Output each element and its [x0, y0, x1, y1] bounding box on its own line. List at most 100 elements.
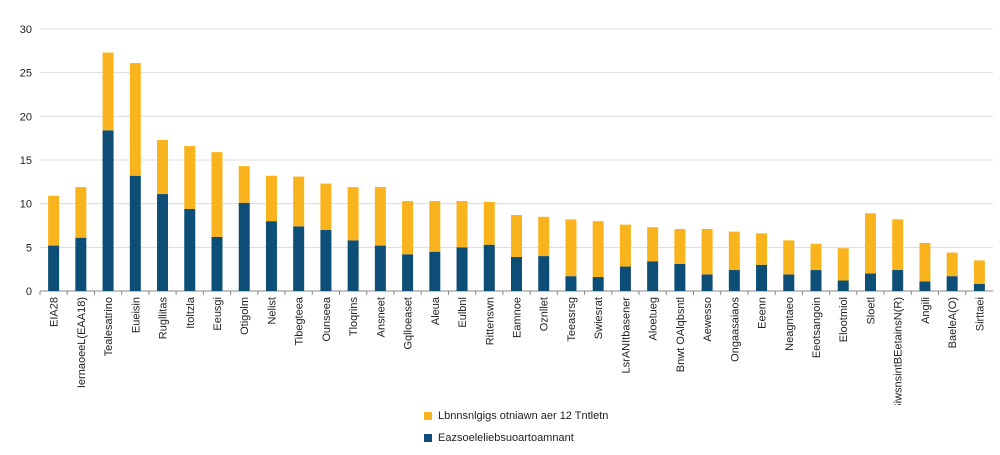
- bar-segment-blue: [483, 244, 495, 291]
- x-category-label: Otigolm: [239, 297, 251, 335]
- y-tick-label: 0: [26, 286, 32, 298]
- bar-segment-yellow: [157, 139, 169, 195]
- bar-segment-yellow: [265, 175, 277, 222]
- bar-segment-yellow: [728, 231, 740, 271]
- bar-segment-blue: [347, 240, 359, 291]
- x-category-label: Ansneet: [375, 297, 387, 337]
- x-category-label: Rittenswn: [484, 297, 496, 345]
- stacked-bar-chart: 0 5 10 15 20 25 30 EIA28 IernaoeeL(EAA18) Tealesa…: [20, 24, 993, 405]
- bar-segment-yellow: [783, 240, 795, 275]
- bar-segment-yellow: [810, 243, 822, 271]
- bar-segment-yellow: [511, 215, 522, 257]
- bar-segment-blue: [211, 236, 223, 291]
- bar-segment-blue: [647, 261, 659, 291]
- x-category-label: Oznllet: [539, 297, 551, 331]
- bar-segment-blue: [402, 254, 414, 291]
- bar-segment-yellow: [647, 227, 659, 262]
- bar-segment-yellow: [864, 213, 876, 274]
- legend-swatch-yellow: [424, 412, 432, 420]
- bar-segment-yellow: [129, 63, 141, 176]
- bar-segment-blue: [674, 263, 686, 291]
- x-category-label: Bnwt OAlqbsntl: [675, 297, 687, 372]
- bar-segment-blue: [157, 194, 169, 291]
- bar-segment-blue: [783, 274, 795, 291]
- bar-segment-yellow: [402, 201, 414, 255]
- x-category-label: Teeasrsg: [566, 297, 578, 342]
- x-category-label: Eueisin: [130, 297, 142, 333]
- x-category-label: Eeusgi: [212, 297, 224, 331]
- bar-segment-blue: [102, 130, 114, 291]
- x-category-label: EIA28: [49, 297, 61, 327]
- bar-segment-blue: [511, 256, 522, 291]
- bar-segment-blue: [538, 256, 550, 291]
- bar-segment-blue: [184, 208, 196, 291]
- x-category-label: Tibegteea: [294, 296, 306, 345]
- x-category-label: Gqlloeaset: [403, 297, 415, 350]
- bar-segment-blue: [129, 175, 141, 291]
- bar-segment-blue: [265, 221, 277, 291]
- bar-segment-blue: [892, 270, 904, 291]
- x-category-label: BaeleA(O): [947, 297, 959, 348]
- x-category-label: Rugllitas: [158, 297, 170, 340]
- x-category-label: Eeenn: [757, 297, 769, 329]
- bar-segment-yellow: [429, 201, 441, 252]
- bar-segment-blue: [592, 277, 604, 291]
- bar-segment-blue: [837, 280, 849, 291]
- bar-segment-blue: [374, 245, 386, 291]
- bar-segment-blue: [728, 270, 740, 291]
- bar-segment-yellow: [619, 224, 631, 267]
- legend-item-blue: Eazsoeleliebsuoartoamnant: [424, 428, 608, 448]
- x-category-label: Ounseea: [321, 296, 333, 342]
- bar-segment-blue: [701, 274, 713, 291]
- bar-segment-yellow: [919, 242, 931, 282]
- bar-segment-yellow: [102, 52, 114, 131]
- bar-segment-yellow: [892, 219, 904, 271]
- bar-segment-yellow: [837, 248, 849, 281]
- bar-segment-yellow: [565, 219, 577, 277]
- bar-segment-blue: [293, 226, 305, 291]
- bar-segment-blue: [810, 270, 822, 291]
- y-tick-label: 15: [20, 155, 32, 167]
- legend-swatch-blue: [424, 434, 432, 442]
- x-category-label: Tealesatrino: [103, 297, 115, 356]
- bar-segment-blue: [238, 202, 250, 291]
- bar-segment-blue: [75, 237, 87, 291]
- bar-segment-blue: [864, 273, 876, 291]
- x-category-label: Tloqrins: [348, 297, 360, 337]
- bar-segment-yellow: [374, 187, 386, 246]
- bar-segment-blue: [320, 229, 332, 291]
- y-tick-label: 10: [20, 199, 32, 211]
- x-category-label: Swiesrat: [593, 297, 605, 339]
- bar-segment-yellow: [456, 201, 468, 248]
- bar-segment-blue: [429, 251, 441, 291]
- bar-segment-blue: [619, 266, 631, 291]
- x-category-label: IernaoeeL(EAA18): [76, 297, 88, 388]
- bar-segment-yellow: [973, 260, 985, 285]
- y-tick-label: 5: [26, 242, 32, 254]
- x-category-label: Angili: [920, 297, 932, 324]
- bar-segment-yellow: [756, 233, 768, 265]
- y-tick-label: 30: [20, 24, 32, 36]
- x-category-label: Aloetueg: [648, 297, 660, 340]
- x-category-label: Aewesso: [702, 297, 714, 342]
- bar-segment-blue: [919, 281, 931, 291]
- x-category-label: Eamnoe: [512, 297, 524, 338]
- bar-segment-yellow: [347, 187, 359, 241]
- bar-segment-blue: [48, 245, 60, 291]
- x-category-label: Ongaasaiaos: [729, 297, 741, 362]
- bar-segment-yellow: [701, 228, 713, 275]
- bar-segment-blue: [946, 276, 958, 291]
- bar-segment-yellow: [238, 166, 250, 203]
- bar-segment-blue: [973, 284, 985, 291]
- x-category-label: Elootmiol: [838, 297, 850, 342]
- legend-label-blue: Eazsoeleliebsuoartoamnant: [438, 432, 574, 444]
- legend-item-yellow: Lbnnsnlgigs otniawn aer 12 Tntletn: [424, 406, 608, 426]
- bar-segment-yellow: [538, 216, 550, 257]
- x-category-label: Nelist: [266, 297, 278, 325]
- bar-segment-blue: [565, 276, 577, 291]
- bar-segment-yellow: [211, 152, 223, 237]
- x-category-label: Neagntaeo: [784, 297, 796, 351]
- bar-segment-yellow: [48, 195, 60, 246]
- bar-segment-blue: [456, 247, 468, 291]
- x-category-label: Sloetl: [865, 297, 877, 325]
